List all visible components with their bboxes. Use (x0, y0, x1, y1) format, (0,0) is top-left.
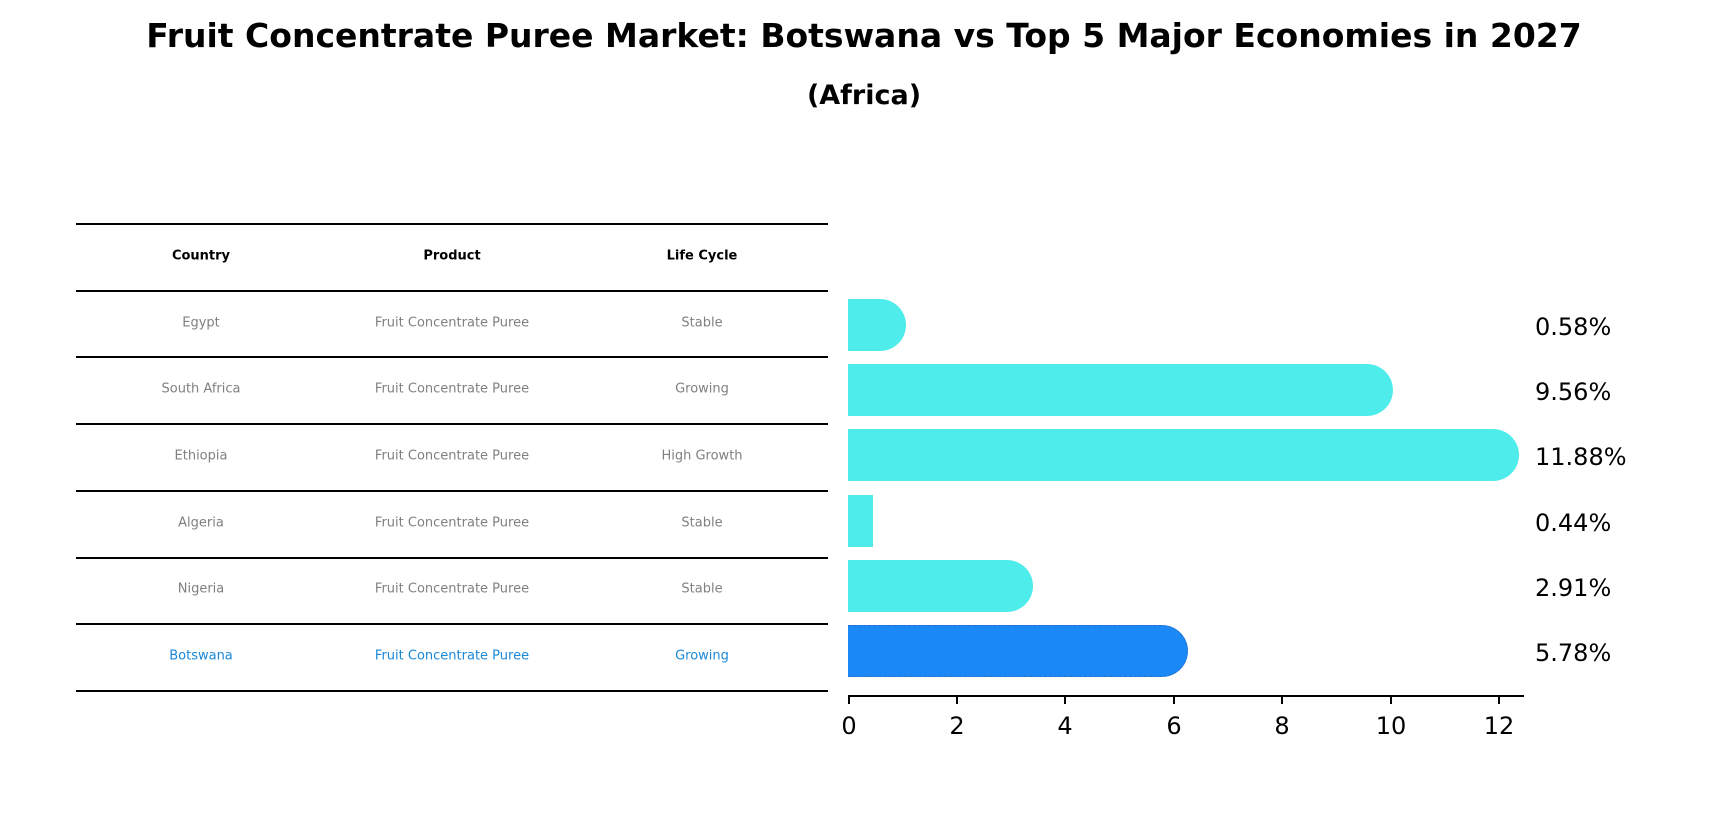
x-tick (848, 696, 850, 704)
x-axis (848, 695, 1524, 697)
bar-nigeria (848, 560, 1033, 612)
cell-product: Fruit Concentrate Puree (374, 381, 530, 397)
table-rule (76, 690, 828, 692)
cell-product: Fruit Concentrate Puree (374, 315, 530, 331)
value-label: 5.78% (1535, 639, 1612, 667)
value-label: 11.88% (1535, 443, 1627, 471)
header-product: Product (423, 248, 481, 264)
cell-life-cycle: Stable (681, 581, 723, 597)
chart-subtitle: (Africa) (806, 80, 922, 111)
cell-life-cycle: Growing (675, 648, 729, 664)
cell-product: Fruit Concentrate Puree (374, 581, 530, 597)
cell-life-cycle: High Growth (661, 448, 743, 464)
x-tick (1390, 696, 1392, 704)
cell-life-cycle: Stable (681, 315, 723, 331)
x-tick (1281, 696, 1283, 704)
x-tick-label: 12 (1483, 712, 1515, 740)
table-rule (76, 356, 828, 358)
value-label: 0.44% (1535, 509, 1612, 537)
cell-country: Nigeria (177, 581, 225, 597)
x-tick (1173, 696, 1175, 704)
bar-south-africa (848, 364, 1393, 416)
cell-life-cycle: Growing (675, 381, 729, 397)
table-rule (76, 623, 828, 625)
cell-product: Fruit Concentrate Puree (374, 448, 530, 464)
x-tick (956, 696, 958, 704)
table-rule (76, 223, 828, 225)
value-label: 0.58% (1535, 313, 1612, 341)
chart-title: Fruit Concentrate Puree Market: Botswana… (146, 16, 1582, 55)
table-rule (76, 490, 828, 492)
bar-botswana (848, 625, 1188, 677)
cell-country: Ethiopia (174, 448, 228, 464)
bar-ethiopia (848, 429, 1519, 481)
header-country: Country (171, 248, 231, 264)
x-tick-label: 10 (1375, 712, 1407, 740)
cell-product: Fruit Concentrate Puree (374, 515, 530, 531)
x-tick-label: 6 (1166, 712, 1182, 740)
cell-life-cycle: Stable (681, 515, 723, 531)
bar-egypt (848, 299, 906, 351)
header-life-cycle: Life Cycle (666, 248, 738, 264)
table-rule (76, 290, 828, 292)
x-tick (1498, 696, 1500, 704)
x-tick-label: 2 (949, 712, 965, 740)
cell-product: Fruit Concentrate Puree (374, 648, 530, 664)
x-tick (1064, 696, 1066, 704)
cell-country: Algeria (178, 515, 224, 531)
x-tick-label: 0 (841, 712, 857, 740)
x-tick-label: 4 (1057, 712, 1073, 740)
bar-algeria (848, 495, 873, 547)
value-label: 9.56% (1535, 378, 1612, 406)
table-rule (76, 423, 828, 425)
cell-country: South Africa (161, 381, 241, 397)
cell-country: Botswana (169, 648, 233, 664)
value-label: 2.91% (1535, 574, 1612, 602)
x-tick-label: 8 (1274, 712, 1290, 740)
table-rule (76, 557, 828, 559)
cell-country: Egypt (182, 315, 220, 331)
